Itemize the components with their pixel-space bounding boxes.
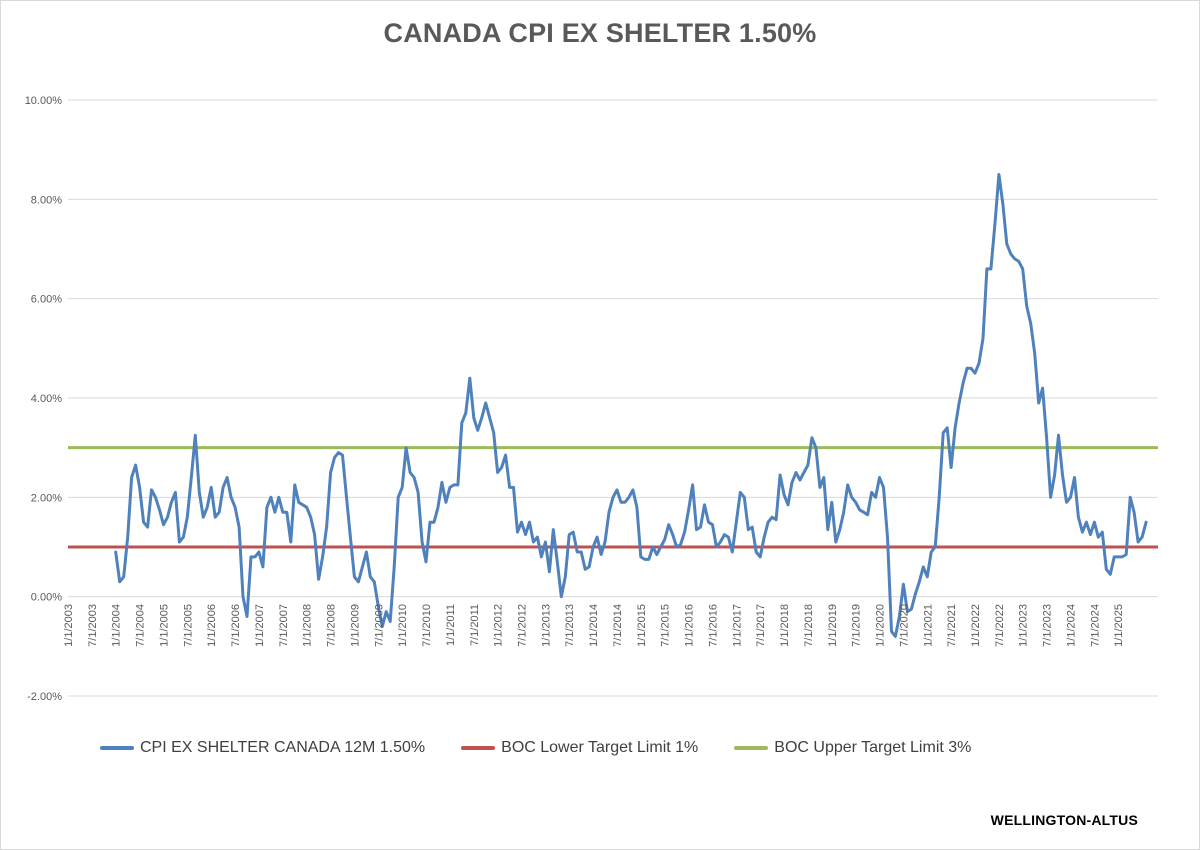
x-tick-label: 7/1/2020 (898, 604, 910, 647)
series-lines (114, 173, 1148, 638)
x-tick-label: 7/1/2006 (230, 604, 242, 647)
y-tick-label: 4.00% (31, 393, 62, 405)
y-tick-label: 2.00% (31, 492, 62, 504)
x-tick-label: 7/1/2010 (421, 604, 433, 647)
x-tick-label: 1/1/2014 (588, 604, 600, 647)
x-tick-label: 1/1/2005 (158, 604, 170, 647)
x-tick-label: 1/1/2015 (636, 604, 648, 647)
x-tick-label: 7/1/2016 (707, 604, 719, 647)
y-tick-label: 0.00% (31, 592, 62, 604)
source-credit: WELLINGTON-ALTUS (990, 812, 1138, 828)
legend-swatch-upper-limit (734, 746, 769, 750)
x-tick-label: 7/1/2008 (326, 604, 338, 647)
x-tick-label: 7/1/2014 (612, 604, 624, 647)
legend-label-upper-limit: BOC Upper Target Limit 3% (774, 739, 972, 756)
x-tick-labels: 1/1/2003 7/1/2003 1/1/2004 7/1/2004 1/1/2005… (63, 604, 1125, 647)
x-tick-label: 1/1/2010 (397, 604, 409, 647)
x-tick-label: 7/1/2018 (803, 604, 815, 647)
x-tick-label: 1/1/2011 (445, 604, 457, 646)
chart-title: CANADA CPI EX SHELTER 1.50% (383, 18, 817, 48)
x-tick-label: 7/1/2021 (946, 604, 958, 647)
x-tick-label: 7/1/2012 (517, 604, 529, 647)
x-tick-label: 7/1/2017 (755, 604, 767, 647)
x-tick-label: 1/1/2004 (111, 604, 123, 647)
y-tick-label: -2.00% (27, 691, 62, 703)
legend-swatch-cpi (100, 746, 134, 750)
x-tick-label: 7/1/2007 (278, 604, 290, 647)
legend-item-lower-limit: BOC Lower Target Limit 1% (461, 739, 698, 757)
x-tick-label: 1/1/2007 (254, 604, 266, 647)
cpi-ex-shelter-line (114, 173, 1148, 638)
x-tick-label: 7/1/2013 (564, 604, 576, 647)
y-tick-label: 10.00% (25, 95, 63, 107)
y-tick-label: 6.00% (31, 294, 62, 306)
x-tick-label: 1/1/2025 (1113, 604, 1125, 647)
x-tick-label: 7/1/2024 (1089, 604, 1101, 647)
x-tick-label: 1/1/2021 (922, 604, 934, 647)
y-tick-labels: 10.00% 8.00% 6.00% 4.00% 2.00% 0.00% -2.00% (25, 95, 63, 703)
x-tick-label: 1/1/2012 (493, 604, 505, 647)
x-tick-label: 1/1/2019 (827, 604, 839, 647)
legend: CPI EX SHELTER CANADA 12M 1.50% BOC Lowe… (100, 738, 1007, 758)
x-tick-label: 7/1/2023 (1042, 604, 1054, 647)
x-tick-label: 1/1/2013 (540, 604, 552, 647)
x-tick-label: 7/1/2022 (994, 604, 1006, 647)
x-tick-label: 7/1/2009 (373, 604, 385, 647)
x-tick-label: 7/1/2005 (182, 604, 194, 647)
x-tick-label: 7/1/2003 (87, 604, 99, 647)
legend-item-cpi: CPI EX SHELTER CANADA 12M 1.50% (100, 739, 425, 757)
x-tick-label: 1/1/2022 (970, 604, 982, 647)
x-tick-label: 1/1/2020 (875, 604, 887, 647)
reference-lines (68, 446, 1158, 549)
x-tick-label: 1/1/2016 (684, 604, 696, 647)
x-tick-label: 1/1/2003 (63, 604, 75, 647)
x-tick-label: 1/1/2018 (779, 604, 791, 647)
legend-swatch-lower-limit (461, 746, 496, 750)
x-tick-label: 1/1/2017 (731, 604, 743, 647)
x-tick-label: 1/1/2009 (349, 604, 361, 647)
legend-label-cpi: CPI EX SHELTER CANADA 12M 1.50% (140, 739, 426, 756)
x-tick-label: 1/1/2024 (1065, 604, 1077, 647)
x-tick-label: 1/1/2006 (206, 604, 218, 647)
y-tick-label: 8.00% (31, 194, 62, 206)
x-tick-label: 7/1/2004 (135, 604, 147, 647)
legend-label-lower-limit: BOC Lower Target Limit 1% (501, 739, 699, 756)
x-tick-label: 1/1/2023 (1018, 604, 1030, 647)
legend-item-upper-limit: BOC Upper Target Limit 3% (734, 739, 971, 757)
x-tick-label: 7/1/2015 (660, 604, 672, 647)
x-tick-label: 1/1/2008 (302, 604, 314, 647)
x-tick-label: 7/1/2011 (469, 604, 481, 646)
x-tick-label: 7/1/2019 (851, 604, 863, 647)
